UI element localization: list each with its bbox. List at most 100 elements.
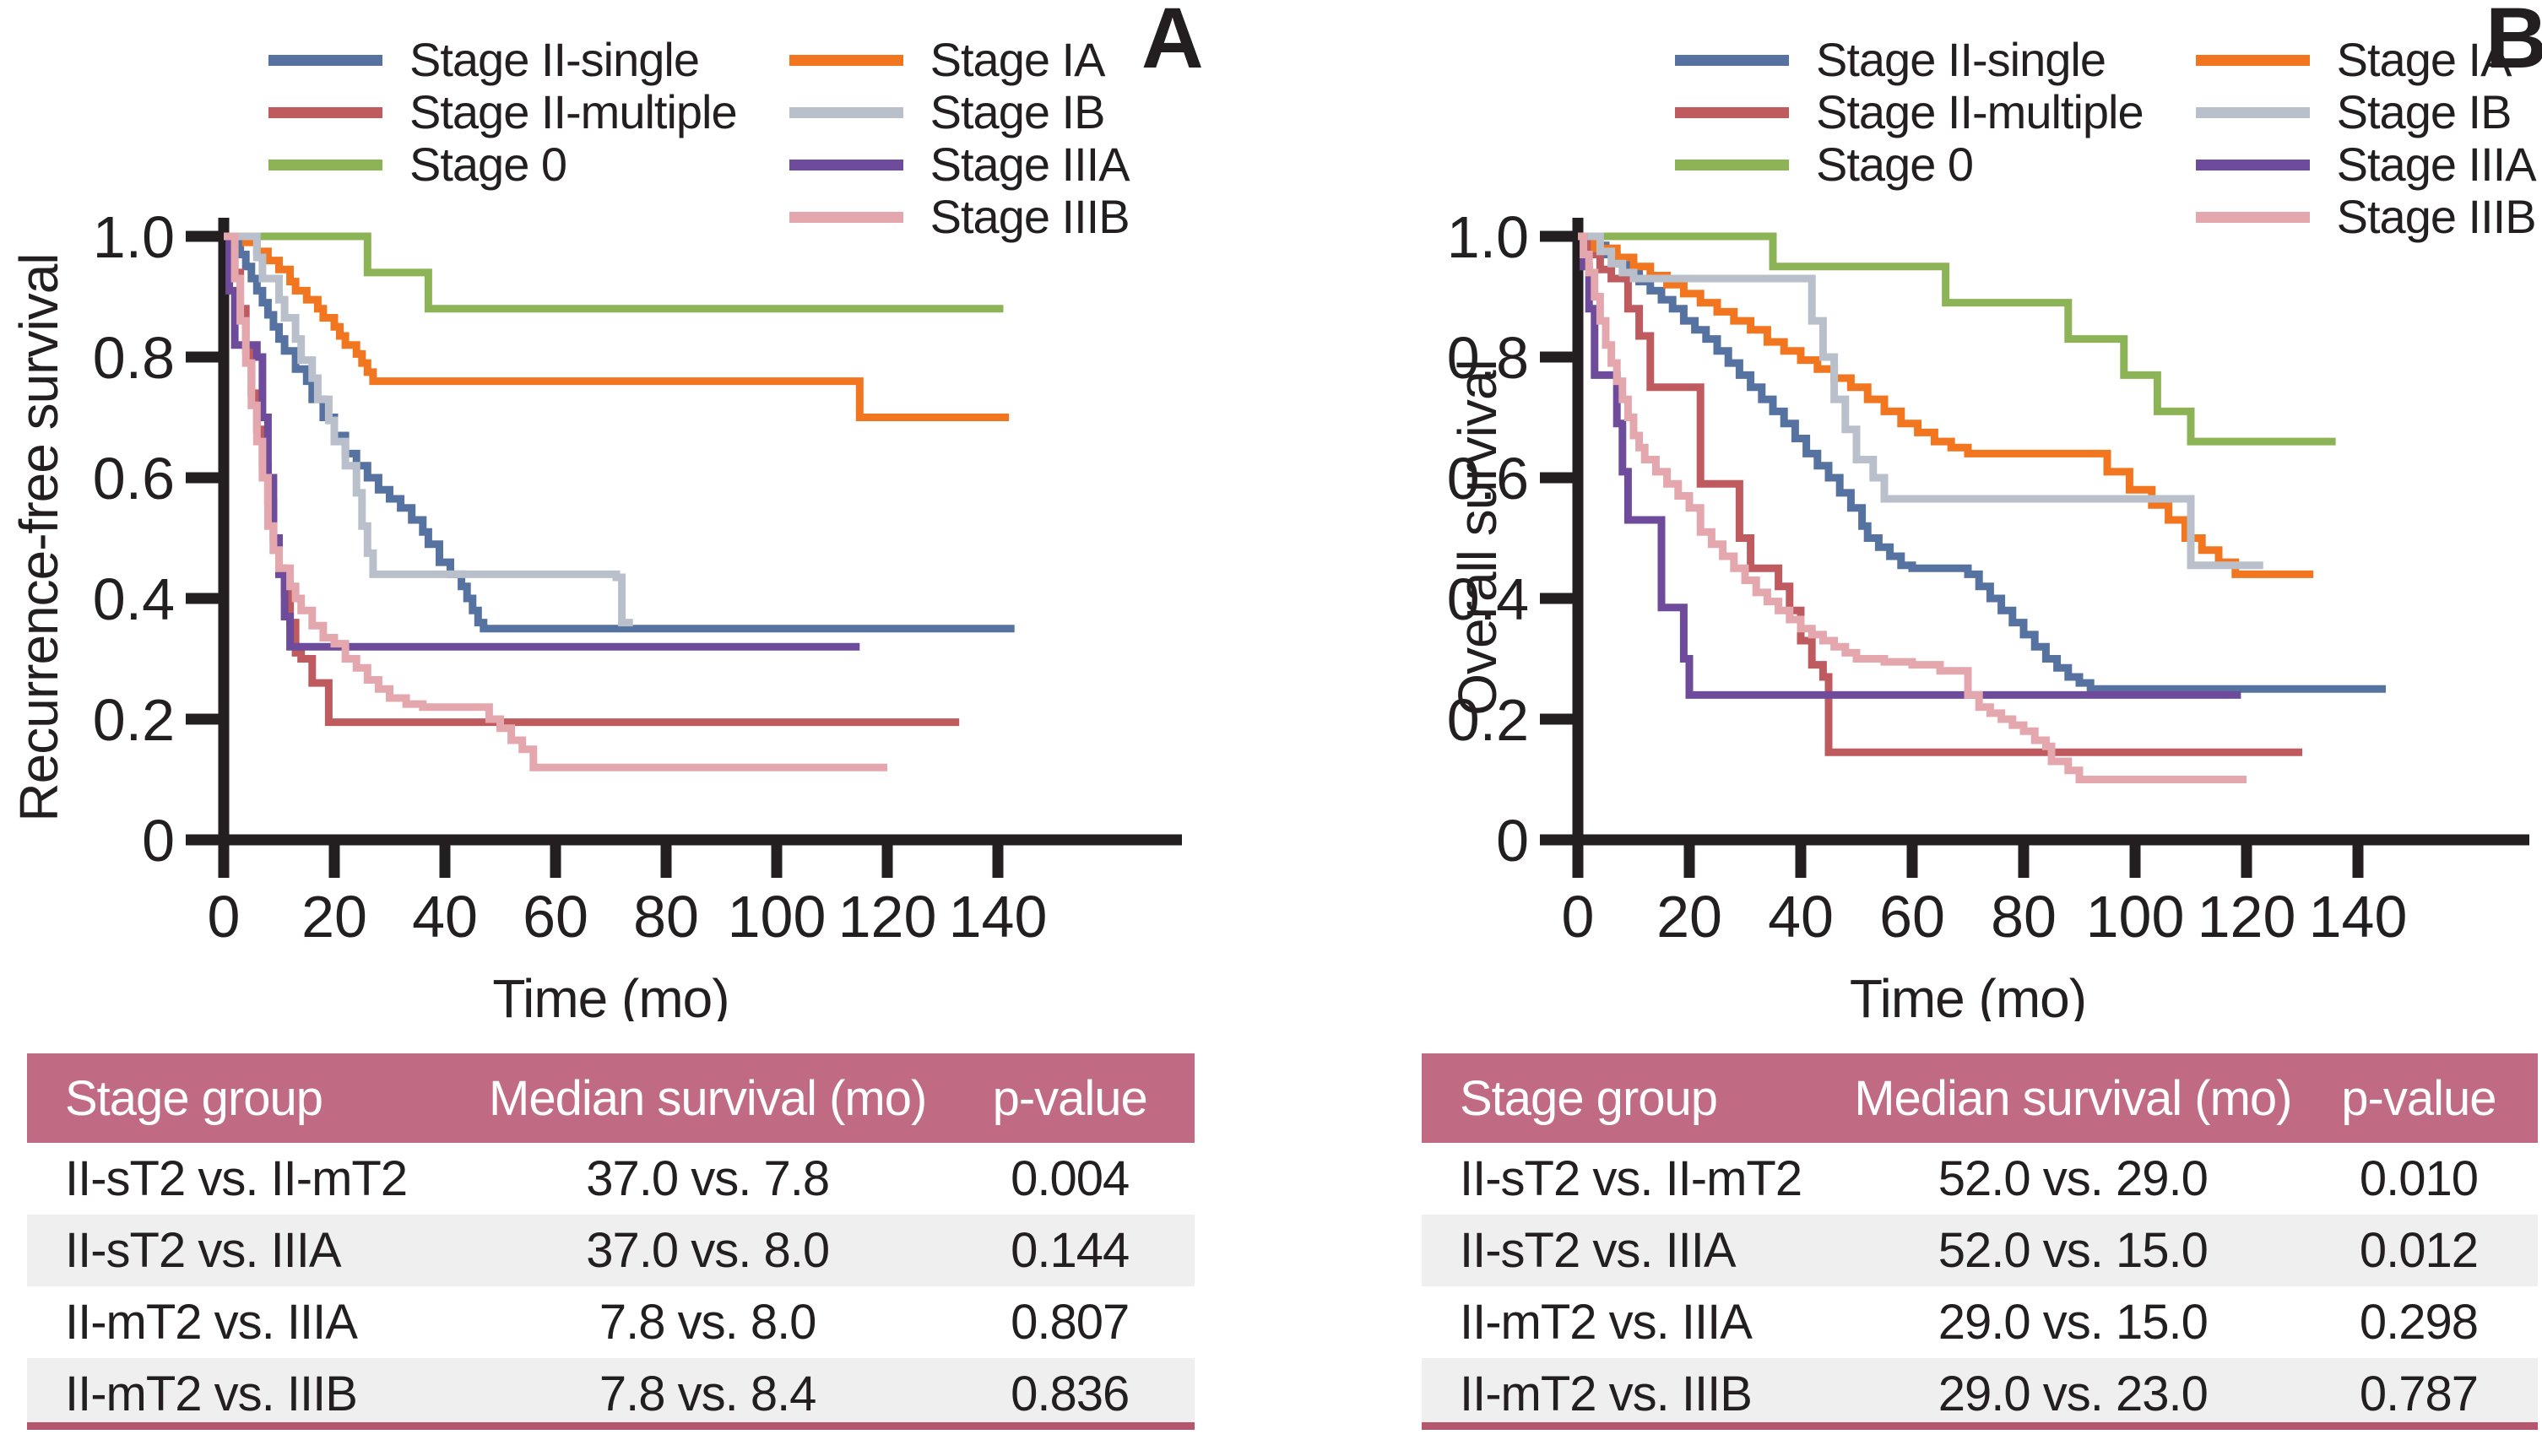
panel-b-chart: 1.0 0.8 0.6 0.4 0.2 00 20 40 60 80 100 120 140 Overal… (1447, 204, 2529, 1021)
y-tick-label: 0.2 (1447, 687, 1529, 753)
p-value-cell: 0.836 (1011, 1367, 1130, 1421)
x-tick-label: 0 (1562, 884, 1595, 950)
y-tick-label: 0.8 (1447, 325, 1529, 391)
legend-label: Stage IB (2336, 85, 2512, 138)
y-tick-label: 1.0 (1447, 204, 1529, 270)
survival-curve-stage-iiib (224, 232, 887, 771)
legend-item-stage-iiia: Stage IIIA (2195, 138, 2537, 191)
survival-curve-stage-ia (1578, 232, 2314, 578)
legend-label: Stage 0 (1816, 138, 1974, 191)
p-value-cell: 0.010 (2359, 1151, 2479, 1206)
header-median-survival: Median survival (mo) (1854, 1070, 2292, 1126)
median-survival-cell: 7.8 vs. 8.0 (599, 1295, 817, 1350)
axis-spines (218, 218, 1182, 846)
median-survival-cell: 7.8 vs. 8.4 (599, 1367, 817, 1421)
legend-label: Stage IIIA (2336, 138, 2537, 191)
legend-swatch-icon (2195, 106, 2310, 118)
panel-b: B Stage II-single Stage II-multiple Stage … (1271, 0, 2542, 1456)
x-tick-label: 20 (301, 884, 367, 950)
table-header-row: Stage group Median survival (mo) p-value (27, 1053, 1195, 1143)
legend-swatch-icon (268, 159, 382, 170)
panel-a-letter: A (1141, 0, 1204, 86)
median-survival-cell: 29.0 vs. 15.0 (1938, 1295, 2209, 1350)
p-value-cell: 0.787 (2359, 1367, 2479, 1421)
legend-item-stage-ib: Stage IB (789, 86, 1130, 138)
x-tick-label: 0 (208, 884, 241, 950)
table-row: II-mT2 vs. IIIA 7.8 vs. 8.0 0.807 (27, 1286, 1195, 1358)
panel-b-stats-table: Stage group Median survival (mo) p-value… (1422, 1053, 2538, 1430)
x-tick-label: 40 (412, 884, 478, 950)
stage-group-cell: II-mT2 vs. IIIA (1460, 1295, 1753, 1350)
legend-item-stage-iiia: Stage IIIA (789, 138, 1130, 191)
survival-curve-stage-ii-single (224, 232, 1015, 633)
survival-curve-stage-ib (1578, 232, 2263, 570)
x-tick-label: 140 (2309, 884, 2408, 950)
legend-label: Stage 0 (409, 138, 567, 191)
legend-swatch-icon (789, 211, 903, 223)
x-axis-title: Time (mo) (1850, 968, 2086, 1021)
survival-curve-stage-iiia (224, 232, 860, 651)
legend-label: Stage IA (2336, 33, 2512, 86)
stage-group-cell: II-mT2 vs. IIIA (65, 1295, 358, 1350)
axis-spines (1572, 218, 2529, 846)
median-survival-cell: 29.0 vs. 23.0 (1938, 1367, 2209, 1421)
legend-label: Stage II-single (409, 33, 700, 86)
panel-b-legend-grid: Stage II-single Stage II-multiple Stage 0 S… (1675, 33, 2537, 243)
legend-swatch-icon (789, 106, 903, 118)
y-tick-label: 0 (1496, 808, 1529, 874)
header-stage-group: Stage group (65, 1070, 323, 1126)
legend-label: Stage IIIA (930, 138, 1130, 191)
panel-a-stats-table: Stage group Median survival (mo) p-value… (27, 1053, 1195, 1430)
table-row: II-mT2 vs. IIIA 29.0 vs. 15.0 0.298 (1422, 1286, 2538, 1358)
legend-swatch-icon (789, 54, 903, 66)
legend-swatch-icon (1675, 54, 1789, 66)
x-axis-title: Time (mo) (492, 968, 729, 1021)
x-tick-label: 100 (2086, 884, 2185, 950)
legend-item-stage-ia: Stage IA (789, 34, 1130, 86)
legend-label: Stage II-multiple (1816, 85, 2144, 138)
y-tick-label: 0.4 (93, 566, 175, 632)
p-value-cell: 0.298 (2359, 1295, 2479, 1350)
y-tick-label: 0.6 (93, 446, 175, 511)
median-survival-cell: 52.0 vs. 15.0 (1938, 1223, 2209, 1278)
table-row: II-sT2 vs. II-mT2 37.0 vs. 7.8 0.004 (27, 1143, 1195, 1215)
survival-curve-stage-ia (224, 232, 1010, 421)
p-value-cell: 0.004 (1011, 1151, 1130, 1206)
survival-curve-stage-ii-single (1578, 232, 2386, 693)
survival-curve-stage-ii-multiple (1578, 232, 2302, 756)
stage-group-cell: II-sT2 vs. II-mT2 (65, 1151, 408, 1206)
legend-item-stage-iiib: Stage IIIB (2195, 191, 2537, 243)
legend-label: Stage IB (930, 85, 1106, 138)
x-tick-label: 80 (633, 884, 699, 950)
table-row: II-sT2 vs. IIIA 37.0 vs. 8.0 0.144 (27, 1215, 1195, 1286)
survival-curve-stage-0 (1578, 232, 2336, 446)
header-p-value: p-value (2341, 1070, 2496, 1126)
table-row: II-sT2 vs. II-mT2 52.0 vs. 29.0 0.010 (1422, 1143, 2538, 1215)
y-tick-label: 0.4 (1447, 566, 1529, 632)
panel-a-legend: Stage II-single Stage II-multiple Stage 0 S… (268, 34, 1130, 243)
legend-swatch-icon (2195, 159, 2310, 170)
legend-label: Stage IIIB (930, 190, 1130, 243)
legend-swatch-icon (268, 54, 382, 66)
x-tick-label: 120 (2198, 884, 2296, 950)
p-value-cell: 0.012 (2359, 1223, 2479, 1278)
panel-b-legend: Stage II-single Stage II-multiple Stage 0 S… (1675, 33, 2537, 243)
header-stage-group: Stage group (1460, 1070, 1718, 1126)
x-tick-label: 40 (1768, 884, 1834, 950)
y-tick-label: 0.2 (93, 687, 175, 753)
panel-b-letter: B (2485, 0, 2542, 86)
legend-swatch-icon (2195, 54, 2310, 66)
p-value-cell: 0.144 (1011, 1223, 1130, 1278)
table-row: II-sT2 vs. IIIA 52.0 vs. 15.0 0.012 (1422, 1215, 2538, 1286)
header-p-value: p-value (992, 1070, 1148, 1126)
legend-item-stage-iiib: Stage IIIB (789, 191, 1130, 243)
median-survival-cell: 52.0 vs. 29.0 (1938, 1151, 2209, 1206)
table-header-row: Stage group Median survival (mo) p-value (1422, 1053, 2538, 1143)
legend-label: Stage II-multiple (409, 85, 738, 138)
x-tick-label: 20 (1656, 884, 1722, 950)
y-axis-title: Overall survival (1447, 360, 1508, 715)
stage-group-cell: II-sT2 vs. II-mT2 (1460, 1151, 1802, 1206)
x-tick-label: 140 (949, 884, 1048, 950)
panel-a-chart: 1.0 0.8 0.6 0.4 0.2 00 20 40 60 80 100 120 140 Recurr… (8, 204, 1182, 1021)
